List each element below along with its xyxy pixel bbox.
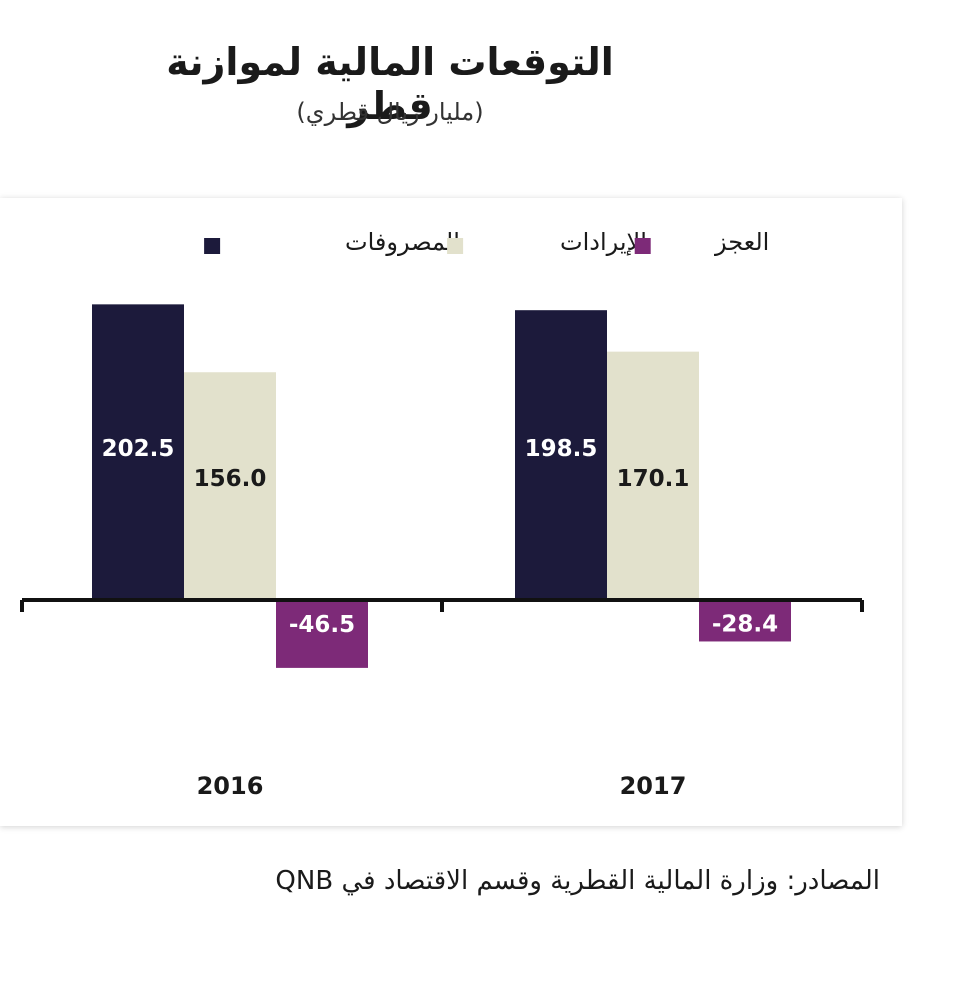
bar-2017-2 xyxy=(699,600,791,642)
bar-2016-2 xyxy=(276,600,368,668)
bar-chart: المصروفات الإيرادات العجز 202.5 156.0 -46.5 20… xyxy=(20,228,864,800)
legend-label-2: العجز xyxy=(714,228,769,256)
chart-subtitle: (مليار ريال قطري) xyxy=(296,98,484,126)
value-label-2017-1: 170.1 xyxy=(617,466,690,492)
bar-2017-0 xyxy=(515,310,607,600)
value-label-2017-0: 198.5 xyxy=(525,436,598,462)
value-label-2016-2: -46.5 xyxy=(289,612,355,638)
legend-swatch-1 xyxy=(447,238,464,254)
bar-2016-1 xyxy=(184,372,276,600)
chart-panel: المصروفات الإيرادات العجز 202.5 156.0 -46.5 20… xyxy=(0,198,902,826)
legend-label-0: المصروفات xyxy=(345,228,460,256)
legend-swatch-2 xyxy=(634,238,651,254)
legend-label-1: الإيرادات xyxy=(560,228,647,256)
bar-2016-0 xyxy=(92,304,184,600)
legend-swatch-0 xyxy=(204,238,221,254)
chart-title: التوقعات المالية لموازنة قطر xyxy=(166,40,614,128)
source-note: المصادر: وزارة المالية القطرية وقسم الاق… xyxy=(275,866,880,896)
x-tick-label-2017: 2017 xyxy=(620,772,687,800)
bar-2017-1 xyxy=(607,351,699,600)
value-label-2016-0: 202.5 xyxy=(102,436,175,462)
value-label-2017-2: -28.4 xyxy=(712,611,778,637)
x-tick-label-2016: 2016 xyxy=(197,772,264,800)
value-label-2016-1: 156.0 xyxy=(194,466,267,492)
